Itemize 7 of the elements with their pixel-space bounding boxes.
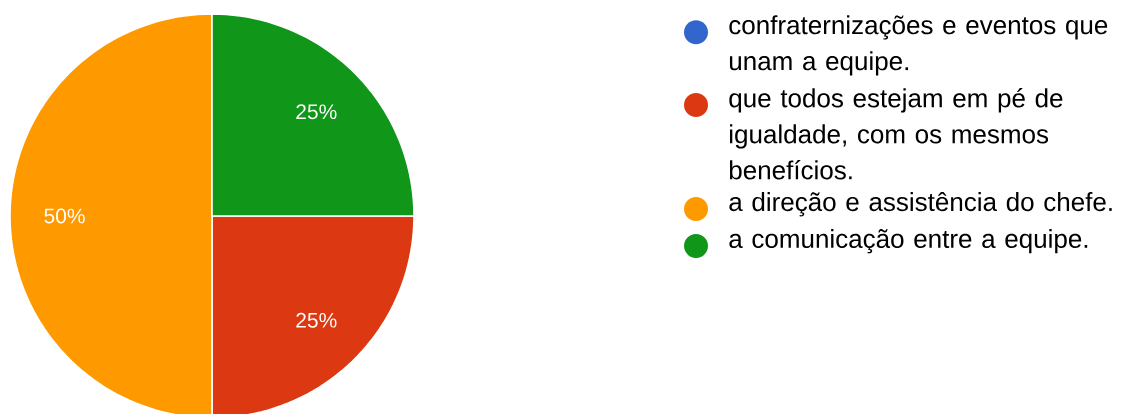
data-label: 50% [44,208,85,224]
legend-label: a direção e assistência do chefe. [729,191,1112,217]
data-label: 25% [296,104,337,120]
data-label: 25% [296,312,337,328]
legend-label: que todos estejam em pé de igualdade, com os mesmos benefícios. [729,88,1063,180]
legend-label: a comunicação entre a equipe. [729,228,1088,254]
legend-label: confraternizações e eventos que unam a equipe. [729,15,1108,76]
